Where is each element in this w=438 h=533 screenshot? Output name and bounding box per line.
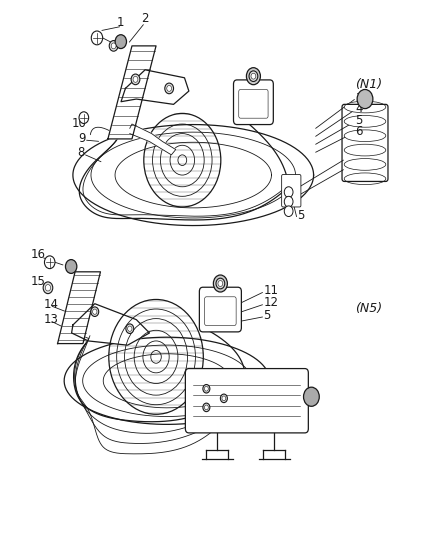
Circle shape bbox=[218, 280, 222, 286]
Text: 5: 5 bbox=[354, 114, 362, 127]
Text: 2: 2 bbox=[141, 12, 149, 25]
Polygon shape bbox=[108, 46, 155, 139]
Text: (N5): (N5) bbox=[354, 302, 381, 314]
Circle shape bbox=[79, 112, 88, 124]
Polygon shape bbox=[121, 70, 188, 104]
Circle shape bbox=[246, 68, 260, 85]
Circle shape bbox=[44, 256, 55, 269]
FancyBboxPatch shape bbox=[233, 80, 273, 125]
Circle shape bbox=[215, 278, 224, 289]
Polygon shape bbox=[130, 124, 175, 155]
Circle shape bbox=[202, 384, 209, 393]
Circle shape bbox=[91, 307, 99, 317]
FancyBboxPatch shape bbox=[281, 174, 300, 207]
Text: 13: 13 bbox=[43, 313, 58, 326]
Circle shape bbox=[357, 90, 372, 109]
Circle shape bbox=[204, 386, 208, 391]
Circle shape bbox=[248, 71, 257, 82]
Polygon shape bbox=[57, 272, 100, 344]
Circle shape bbox=[91, 31, 102, 45]
Text: 3: 3 bbox=[354, 92, 362, 104]
Text: 11: 11 bbox=[263, 284, 278, 297]
Ellipse shape bbox=[343, 159, 385, 170]
Text: 5: 5 bbox=[263, 309, 270, 321]
Circle shape bbox=[213, 275, 227, 292]
Circle shape bbox=[303, 387, 318, 406]
Circle shape bbox=[202, 403, 209, 411]
Text: 12: 12 bbox=[263, 296, 278, 309]
Text: 4: 4 bbox=[354, 102, 362, 115]
Text: 6: 6 bbox=[354, 125, 362, 138]
Circle shape bbox=[43, 282, 53, 294]
Circle shape bbox=[65, 260, 77, 273]
Text: 14: 14 bbox=[43, 298, 58, 311]
Circle shape bbox=[126, 324, 134, 334]
Circle shape bbox=[164, 83, 173, 94]
Circle shape bbox=[284, 187, 292, 197]
Text: 8: 8 bbox=[77, 146, 85, 159]
FancyBboxPatch shape bbox=[199, 287, 241, 332]
Circle shape bbox=[45, 285, 50, 291]
Polygon shape bbox=[71, 304, 149, 345]
Circle shape bbox=[251, 73, 255, 79]
Circle shape bbox=[166, 85, 171, 91]
Circle shape bbox=[131, 74, 140, 85]
Text: 5: 5 bbox=[297, 208, 304, 222]
Circle shape bbox=[92, 309, 97, 314]
Circle shape bbox=[204, 405, 208, 410]
FancyBboxPatch shape bbox=[185, 368, 307, 433]
Circle shape bbox=[109, 41, 118, 51]
Circle shape bbox=[284, 196, 292, 207]
Circle shape bbox=[222, 396, 225, 401]
Circle shape bbox=[220, 394, 227, 402]
Text: 15: 15 bbox=[30, 274, 45, 288]
Ellipse shape bbox=[343, 144, 385, 156]
Ellipse shape bbox=[343, 116, 385, 127]
Text: 10: 10 bbox=[72, 117, 87, 130]
Text: 1: 1 bbox=[117, 15, 124, 29]
Text: 9: 9 bbox=[78, 132, 86, 144]
Circle shape bbox=[133, 76, 138, 82]
Circle shape bbox=[127, 326, 132, 332]
Ellipse shape bbox=[343, 130, 385, 142]
Circle shape bbox=[284, 206, 292, 216]
Text: (N1): (N1) bbox=[354, 78, 381, 92]
Circle shape bbox=[111, 43, 116, 49]
Ellipse shape bbox=[343, 173, 385, 184]
Text: 16: 16 bbox=[30, 248, 46, 261]
Circle shape bbox=[115, 35, 126, 49]
Ellipse shape bbox=[343, 101, 385, 113]
